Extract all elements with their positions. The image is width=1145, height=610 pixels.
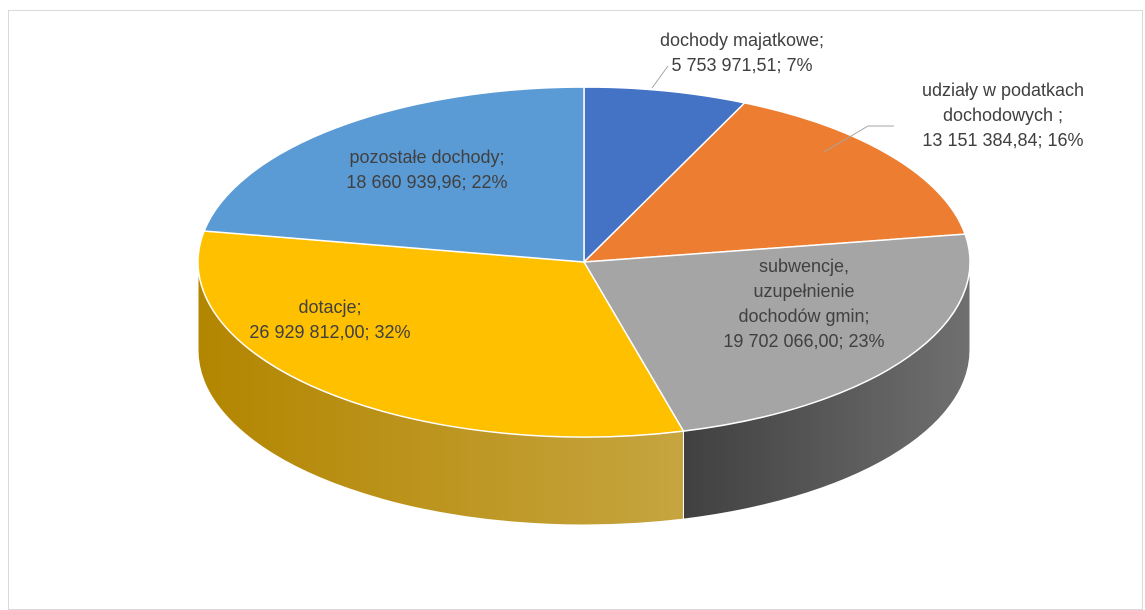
- data-labels: dochody majatkowe; 5 753 971,51; 7% udział…: [249, 30, 1084, 351]
- data-label-line: 19 702 066,00; 23%: [723, 331, 884, 351]
- data-label-dochody-majatkowe: dochody majatkowe; 5 753 971,51; 7%: [660, 30, 824, 75]
- pie-slice-udziały-w-podatkach-dochodowych[interactable]: [582, 102, 967, 263]
- leader-line-udziały-w-podatkach-dochodowych: [823, 125, 894, 153]
- data-label-line: 13 151 384,84; 16%: [922, 130, 1083, 150]
- pie-tops: [197, 86, 971, 438]
- data-label-line: 18 660 939,96; 22%: [346, 172, 507, 192]
- data-label-dotacje: dotacje; 26 929 812,00; 32%: [249, 297, 410, 342]
- data-label-line: dochody majatkowe;: [660, 30, 824, 50]
- data-label-line: dotacje;: [298, 297, 361, 317]
- data-label-line: 26 929 812,00; 32%: [249, 322, 410, 342]
- pie-slice-subwencje-uzupełnienie-dochodów-gmin[interactable]: [582, 233, 971, 432]
- data-label-subwencje-uzupełnienie-dochodów-gmin: subwencje, uzupełnienie dochodów gmin; 19 7…: [723, 256, 884, 351]
- data-label-line: subwencje,: [759, 256, 849, 276]
- pie-slice-dotacje[interactable]: [197, 230, 685, 438]
- data-label-line: dochodów gmin;: [738, 306, 869, 326]
- data-label-line: dochodowych ;: [943, 105, 1063, 125]
- data-label-udziały-w-podatkach-dochodowych: udziały w podatkach dochodowych ; 13 151 3…: [922, 80, 1084, 150]
- data-label-line: 5 753 971,51; 7%: [671, 55, 812, 75]
- pie-slice-pozostałe-dochody[interactable]: [203, 86, 585, 263]
- data-label-pozostałe-dochody: pozostałe dochody; 18 660 939,96; 22%: [346, 147, 507, 192]
- data-label-line: udziały w podatkach: [922, 80, 1084, 100]
- data-label-line: pozostałe dochody;: [349, 147, 504, 167]
- leader-lines: [651, 65, 894, 153]
- leader-line-dochody-majatkowe: [651, 65, 669, 89]
- pie-slice-dochody-majatkowe[interactable]: [583, 86, 747, 264]
- data-label-line: uzupełnienie: [753, 281, 854, 301]
